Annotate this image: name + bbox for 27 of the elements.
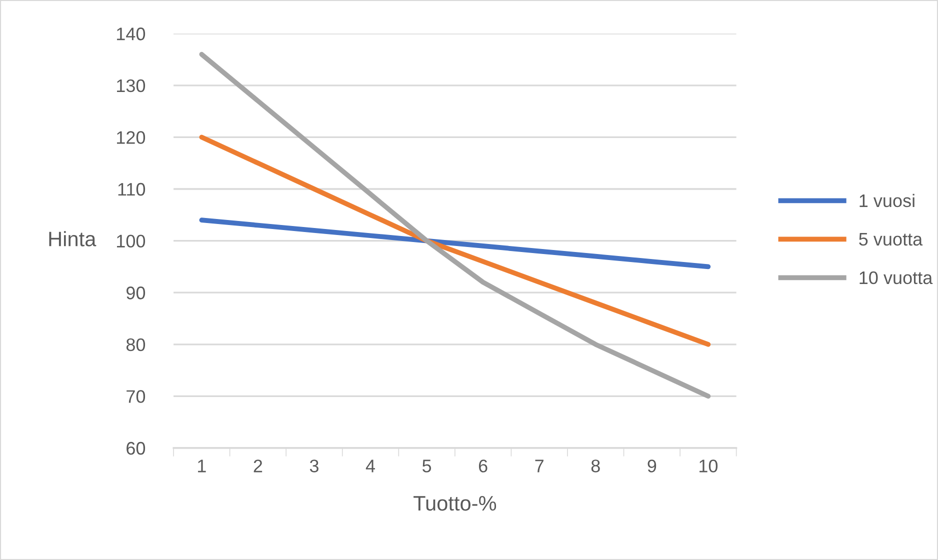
legend-label: 1 vuosi [860, 194, 914, 208]
x-tick-label: 6 [478, 460, 488, 472]
line-series [199, 52, 711, 399]
x-tick-label: 4 [366, 460, 376, 472]
x-tick-label: 2 [254, 460, 262, 472]
y-tick-label: 110 [118, 182, 146, 196]
x-tick-label: 5 [422, 460, 432, 472]
line-series [199, 134, 711, 347]
x-tick-label: 3 [310, 460, 318, 472]
y-tick-label: 100 [117, 234, 146, 248]
y-tick-label: 60 [126, 442, 146, 455]
x-tick-label: 9 [648, 460, 656, 472]
y-tick-label: 80 [126, 338, 146, 352]
y-tick-label: 120 [117, 131, 146, 144]
x-tick-label: 1 [198, 460, 206, 472]
line-series [199, 218, 711, 270]
x-tick-label: 10 [700, 460, 718, 472]
x-tick-label: 7 [535, 460, 544, 472]
y-axis-title: Hinta [49, 231, 96, 246]
y-tick-label: 140 [117, 28, 146, 40]
y-tick-label: 130 [117, 79, 146, 92]
legend-label: 10 vuotta [860, 271, 933, 284]
y-tick-label: 70 [126, 390, 146, 403]
x-axis-title: Tuotto-% [414, 496, 496, 511]
x-tick-label: 8 [591, 460, 600, 472]
legend-label: 5 vuotta [859, 233, 923, 246]
y-tick-label: 90 [126, 286, 146, 300]
